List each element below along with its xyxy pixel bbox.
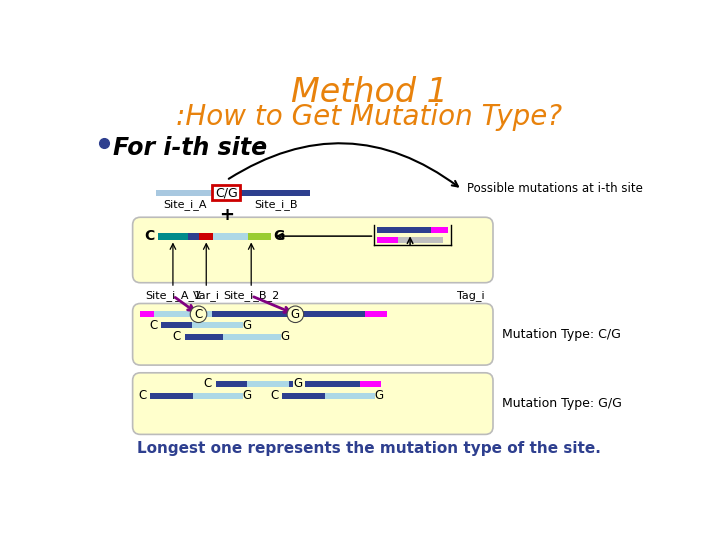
Text: Site_i_A_1: Site_i_A_1	[145, 289, 201, 301]
Bar	[156, 190, 214, 195]
Bar	[184, 334, 223, 340]
Text: Tag_i: Tag_i	[456, 289, 484, 301]
Bar	[212, 185, 240, 200]
Bar	[150, 393, 193, 399]
Bar	[199, 233, 213, 240]
Bar	[282, 393, 325, 399]
Bar	[213, 233, 248, 240]
Text: C/G: C/G	[215, 186, 238, 199]
Bar	[223, 334, 282, 340]
Text: G: G	[291, 308, 300, 321]
Bar	[158, 233, 188, 240]
Text: G: G	[293, 377, 302, 390]
FancyBboxPatch shape	[132, 217, 493, 283]
Text: :How to Get Mutation Type?: :How to Get Mutation Type?	[176, 103, 562, 131]
Text: G: G	[243, 389, 252, 402]
Bar	[305, 381, 379, 387]
Bar	[377, 226, 443, 233]
Bar	[325, 393, 375, 399]
Text: G: G	[274, 229, 285, 243]
Text: G: G	[374, 389, 384, 402]
Bar	[240, 190, 310, 195]
Text: Site_i_B: Site_i_B	[254, 199, 298, 210]
Bar	[206, 311, 212, 318]
Bar	[215, 381, 293, 387]
Bar	[140, 311, 154, 318]
FancyBboxPatch shape	[132, 303, 493, 365]
Text: Mutation Type: C/G: Mutation Type: C/G	[503, 328, 621, 341]
Text: Method 1: Method 1	[291, 76, 447, 109]
Bar	[398, 237, 444, 244]
Text: C: C	[173, 330, 181, 343]
Bar	[188, 233, 199, 240]
Bar	[193, 393, 243, 399]
Bar	[161, 322, 192, 328]
Text: C: C	[194, 308, 202, 321]
Text: C: C	[204, 377, 212, 390]
Text: Longest one represents the mutation type of the site.: Longest one represents the mutation type…	[137, 441, 601, 456]
Text: C: C	[138, 389, 147, 402]
Bar	[192, 322, 243, 328]
Bar	[248, 233, 271, 240]
Text: Possible mutations at i-th site: Possible mutations at i-th site	[467, 181, 642, 194]
Bar	[303, 311, 384, 318]
Text: C: C	[150, 319, 158, 332]
Text: For i-th site: For i-th site	[113, 136, 267, 160]
FancyBboxPatch shape	[132, 373, 493, 434]
Text: +: +	[219, 206, 234, 224]
Text: G: G	[281, 330, 290, 343]
Bar	[360, 381, 382, 387]
Text: C: C	[144, 229, 154, 243]
Text: Var_i: Var_i	[193, 289, 220, 301]
Text: Site_i_A: Site_i_A	[163, 199, 207, 210]
Text: Site_i_B_2: Site_i_B_2	[223, 289, 279, 301]
Text: C: C	[270, 389, 279, 402]
Bar	[154, 311, 193, 318]
Bar	[246, 381, 289, 387]
Bar	[377, 237, 398, 244]
Bar	[365, 311, 387, 318]
Bar	[431, 226, 448, 233]
Text: G: G	[243, 319, 252, 332]
Bar	[212, 311, 290, 318]
Text: Mutation Type: G/G: Mutation Type: G/G	[503, 397, 622, 410]
